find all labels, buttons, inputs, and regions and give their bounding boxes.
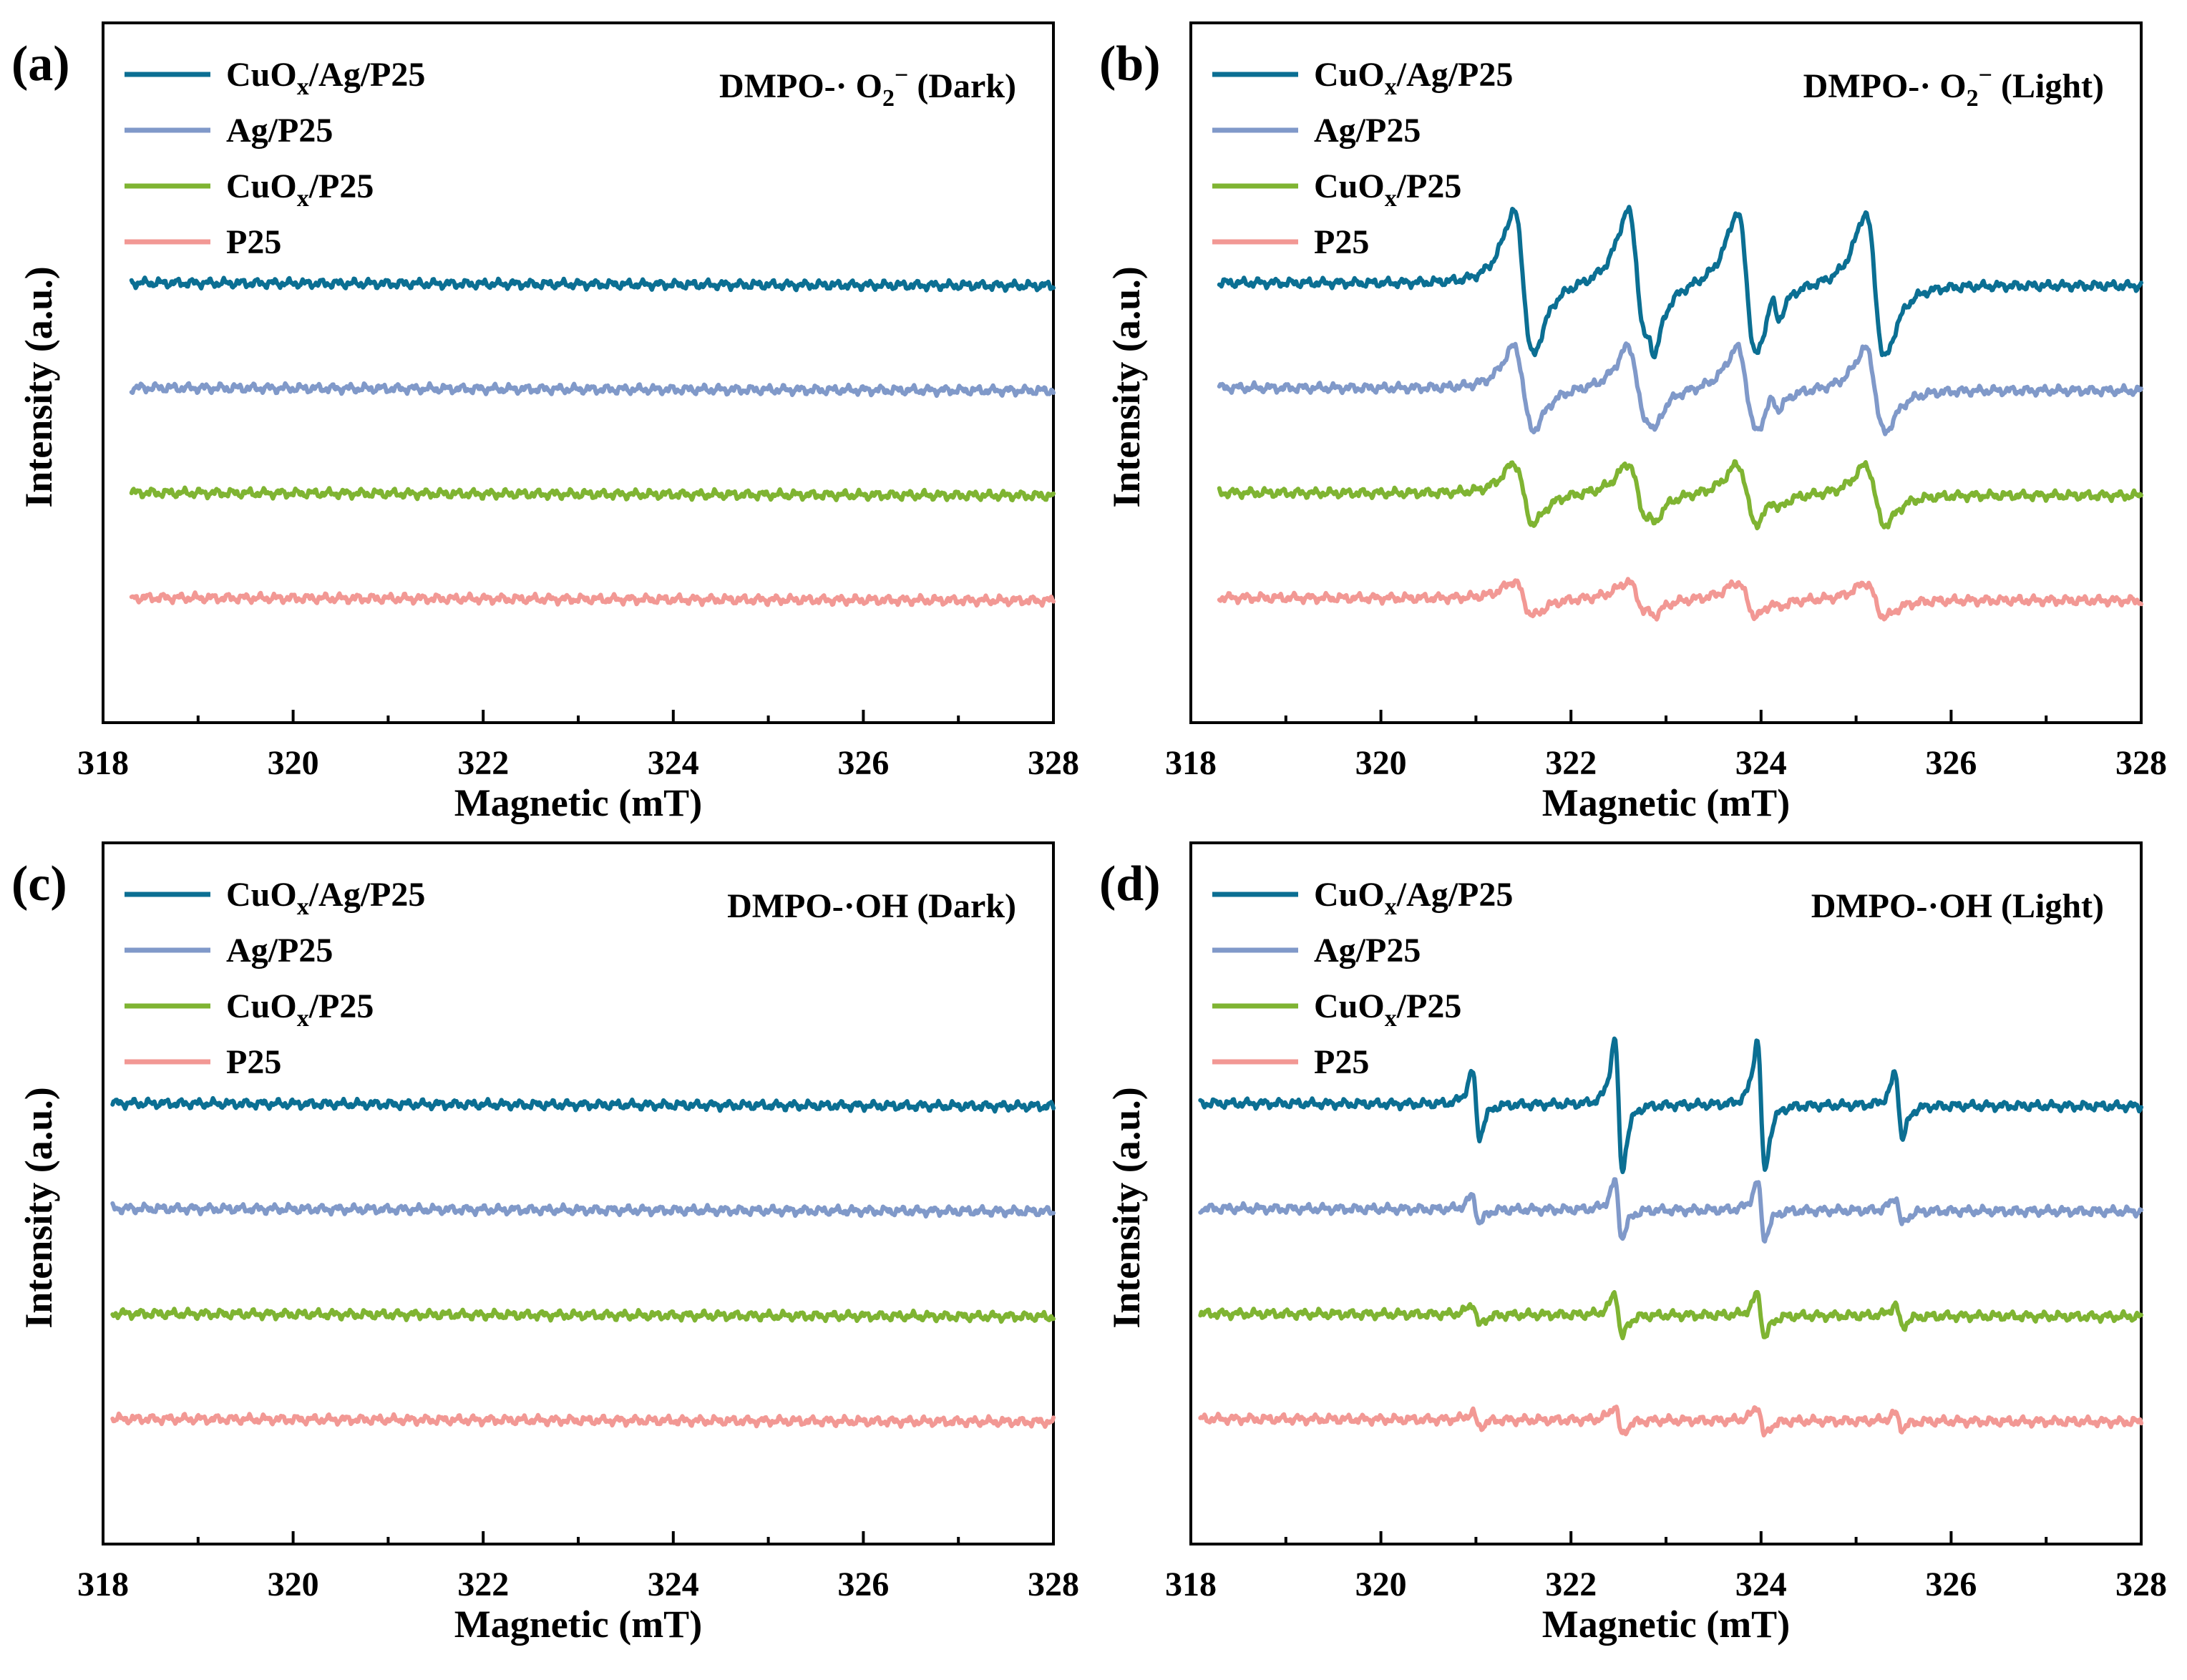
legend-label: P25 — [1314, 223, 1369, 261]
legend-label: Ag/P25 — [226, 112, 333, 150]
series-line-p25 — [129, 590, 1056, 608]
x-tick-label: 324 — [1735, 1566, 1787, 1603]
legend-label: P25 — [226, 1043, 281, 1081]
chart-panel-d: 318 320 322 324 326 328 Magnetic (mT) Intensity… — [1099, 841, 2167, 1646]
panel-label: (d) — [1099, 856, 1161, 912]
series-line-ag-p25 — [1198, 1177, 2143, 1244]
series-line-ag-p25 — [129, 381, 1056, 399]
x-tick-label: 318 — [77, 744, 129, 782]
series-line-p25 — [1198, 1405, 2143, 1437]
x-tick-label: 322 — [1545, 744, 1597, 782]
legend-label: CuOx/P25 — [226, 167, 374, 212]
annotation-label: DMPO-· O2− (Dark) — [719, 62, 1016, 112]
x-tick-label: 324 — [648, 744, 699, 782]
x-tick-label: 324 — [648, 1566, 699, 1603]
x-tick-label: 318 — [1165, 744, 1217, 782]
x-tick-label: 326 — [837, 1566, 889, 1603]
series-line-ag-p25 — [1217, 341, 2143, 436]
annotation-label: DMPO-· O2− (Light) — [1803, 62, 2104, 112]
legend-label: Ag/P25 — [1314, 932, 1421, 970]
legend-label: CuOx/Ag/P25 — [1314, 56, 1513, 100]
series-line-cuox-p25 — [1198, 1289, 2143, 1341]
x-tick-label: 328 — [2115, 1566, 2167, 1603]
series-line-cuox-p25 — [1217, 459, 2143, 531]
x-axis-title: Magnetic (mT) — [454, 781, 702, 824]
y-axis-title: Intensity (a.u.) — [17, 266, 60, 508]
x-tick-label: 320 — [1355, 744, 1407, 782]
x-axis-title: Magnetic (mT) — [454, 1603, 702, 1646]
panel-label: (c) — [11, 856, 67, 912]
legend-label: CuOx/P25 — [1314, 987, 1461, 1032]
y-axis-title: Intensity (a.u.) — [1105, 266, 1148, 508]
series-line-cuox-ag-p25 — [1217, 205, 2143, 360]
x-tick-label: 326 — [1925, 744, 1977, 782]
chart-panel-c: 318 320 322 324 326 328 Magnetic (mT) Intensity… — [11, 841, 1079, 1646]
chart-panel-a: 318 320 322 324 326 328 Magnetic (mT) Intensity… — [11, 21, 1079, 824]
legend-label: Ag/P25 — [226, 932, 333, 970]
series-line-cuox-ag-p25 — [110, 1095, 1056, 1114]
x-tick-label: 318 — [77, 1566, 129, 1603]
x-tick-label: 328 — [1028, 1566, 1079, 1603]
legend-label: CuOx/P25 — [1314, 167, 1461, 212]
x-tick-label: 320 — [268, 1566, 319, 1603]
chart-panel-b: 318 320 322 324 326 328 Magnetic (mT) Intensity… — [1099, 21, 2167, 824]
series-line-cuox-p25 — [129, 485, 1056, 503]
legend-label: P25 — [226, 223, 281, 261]
series-line-p25 — [1217, 577, 2143, 622]
series-line-ag-p25 — [110, 1201, 1056, 1219]
series-line-cuox-ag-p25 — [1198, 1036, 2143, 1174]
x-tick-label: 326 — [837, 744, 889, 782]
x-tick-label: 318 — [1165, 1566, 1217, 1603]
x-tick-label: 322 — [1545, 1566, 1597, 1603]
panel-label: (b) — [1099, 36, 1161, 92]
annotation-label: DMPO-·OH (Light) — [1811, 887, 2104, 925]
panel-label: (a) — [11, 36, 70, 92]
x-tick-label: 320 — [268, 744, 319, 782]
legend-label: CuOx/P25 — [226, 987, 374, 1032]
legend-label: CuOx/Ag/P25 — [1314, 876, 1513, 920]
x-axis-title: Magnetic (mT) — [1542, 1603, 1790, 1646]
x-tick-label: 322 — [457, 1566, 509, 1603]
series-line-p25 — [110, 1411, 1056, 1429]
x-tick-label: 324 — [1735, 744, 1787, 782]
x-tick-label: 328 — [1028, 744, 1079, 782]
x-tick-label: 326 — [1925, 1566, 1977, 1603]
x-tick-label: 322 — [457, 744, 509, 782]
y-axis-title: Intensity (a.u.) — [1105, 1087, 1148, 1329]
x-tick-label: 328 — [2115, 744, 2167, 782]
legend-label: P25 — [1314, 1043, 1369, 1081]
x-tick-label: 320 — [1355, 1566, 1407, 1603]
series-line-cuox-ag-p25 — [129, 275, 1056, 293]
legend-label: CuOx/Ag/P25 — [226, 56, 425, 100]
annotation-label: DMPO-·OH (Dark) — [727, 887, 1016, 925]
series-line-cuox-p25 — [110, 1307, 1056, 1324]
legend-label: Ag/P25 — [1314, 112, 1421, 150]
y-axis-title: Intensity (a.u.) — [17, 1087, 60, 1329]
legend-label: CuOx/Ag/P25 — [226, 876, 425, 920]
x-axis-title: Magnetic (mT) — [1542, 781, 1790, 824]
